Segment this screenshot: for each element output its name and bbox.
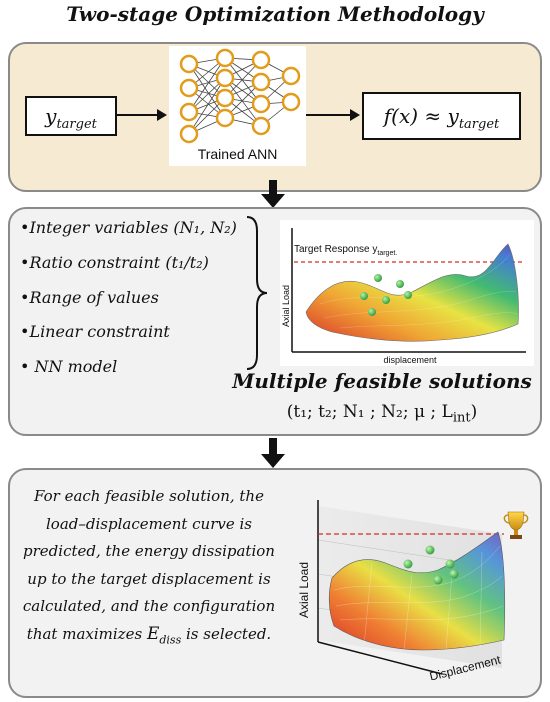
feasible-points [360,274,412,316]
feasible-point [360,292,368,300]
output-function-box: f(x) ≈ ytarget [362,92,521,140]
solution-tuple: (t₁; t₂; N₁ ; N₂; μ ; Lint) [222,402,542,425]
text-line-2: load–displacement curve is [46,514,252,533]
solution-point [425,545,435,555]
tuple-text: (t₁; t₂; N₁ ; N₂; μ ; L [286,402,453,422]
feasible-point [404,291,412,299]
text-line-4: up to the target displacement is [27,569,271,588]
ediss-label: E [146,623,160,644]
solution-point [433,575,443,585]
diagram-title: Two-stage Optimization Methodology [66,2,484,26]
curly-brace [246,216,268,370]
bullet-range-values: •Range of values [20,288,159,307]
bullet-nn-model: • NN model [20,357,118,376]
energy-surface-plot: Axial Load Displacement [297,500,529,684]
down-arrow-stage2-to-stage3 [261,438,285,468]
solution-point [449,569,459,579]
multiple-feasible-heading: Multiple feasible solutions [232,369,532,393]
text-line-1: For each feasible solution, the [34,487,264,505]
down-arrow-stage1-to-stage2 [261,180,285,208]
tuple-end: ) [470,402,478,422]
neural-network-icon [179,48,301,144]
output-sub: target [458,117,500,132]
ediss-sub: diss [159,632,182,646]
ann-label: Trained ANN [197,146,278,162]
response-surface [305,243,519,342]
arrow-input-to-ann [117,109,167,121]
bullet-integer-variables: •Integer variables (N₁, N₂) [20,218,237,237]
text-line-3: predicted, the energy dissipation [23,542,275,560]
feasible-point [382,296,390,304]
x-axis [317,641,443,675]
chart-ylabel: Axial Load [297,562,311,618]
energy-points [403,545,459,585]
ann-box [169,46,306,166]
bullet-ratio-constraint: •Ratio constraint (t₁/t₂) [20,253,209,272]
bullet-linear-constraint: •Linear constraint [20,322,170,341]
input-target-box: ytarget [25,96,117,136]
feasible-point [374,274,382,282]
energy-surface [328,531,506,651]
arrow-ann-to-output [306,109,360,121]
text-line-6: that maximizes Ediss is selected. [26,623,272,646]
chart-xlabel: displacement [383,355,437,365]
feasible-point [368,308,376,316]
text-line-5: calculated, and the configuration [22,597,276,615]
chart-ylabel: Axial Load [281,285,291,327]
energy-surface-chart: Axial Load Displacement [292,490,538,684]
solution-point [445,559,455,569]
input-label: y [45,104,57,128]
output-label: f(x) ≈ y [383,104,459,128]
selection-description: For each feasible solution, the load–dis… [18,483,280,653]
feasible-point [396,280,404,288]
solution-point [403,559,413,569]
input-sub: target [56,117,97,132]
feasible-surface-chart: Target Response ytarget. Axial Load disp… [280,220,534,366]
trophy-icon [503,511,529,539]
surface-plot: Target Response ytarget. Axial Load disp… [281,228,526,365]
text-end: is selected. [186,624,272,643]
tuple-sub: int [452,410,471,426]
target-response-label: Target Response ytarget. [294,244,397,257]
